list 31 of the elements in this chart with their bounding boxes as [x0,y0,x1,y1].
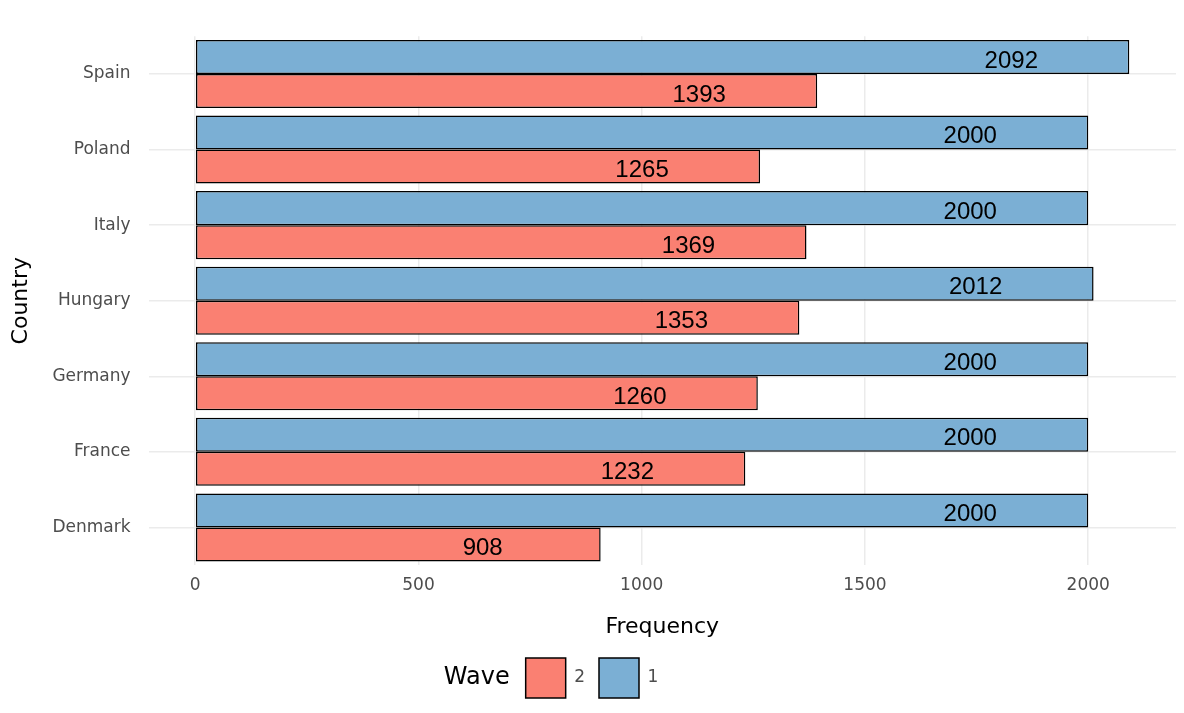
data-label: 1393 [672,79,726,107]
data-label: 1353 [654,306,709,334]
legend-label: 1 [647,666,659,687]
x-tick-label: 0 [189,573,201,594]
x-tick-label: 1000 [620,573,664,594]
data-label: 908 [462,533,503,561]
x-tick-label: 1500 [843,573,887,594]
legend-title: Wave [443,662,510,691]
data-label: 1260 [613,381,667,409]
x-tick-label: 2000 [1066,573,1110,594]
y-tick-label: Spain [83,62,131,83]
y-tick-label: Poland [73,137,131,158]
y-axis-title: Country [6,257,32,345]
data-label: 1265 [615,155,669,183]
data-label: 2092 [984,45,1038,73]
data-label: 2012 [948,272,1003,300]
data-label: 2000 [943,423,997,451]
legend-label: 2 [574,666,586,687]
y-tick-label: Denmark [52,515,131,536]
data-label: 2000 [943,347,997,375]
data-label: 1369 [661,230,716,258]
y-tick-label: Italy [93,213,131,234]
data-label: 1232 [600,457,655,485]
data-label: 2000 [943,499,997,527]
x-axis-title: Frequency [605,612,720,638]
y-tick-label: Hungary [57,289,131,310]
data-label: 2000 [943,196,997,224]
y-tick-label: France [74,440,131,461]
x-tick-label: 500 [402,573,435,594]
data-label: 2000 [943,121,997,149]
y-tick-label: Germany [52,364,131,385]
